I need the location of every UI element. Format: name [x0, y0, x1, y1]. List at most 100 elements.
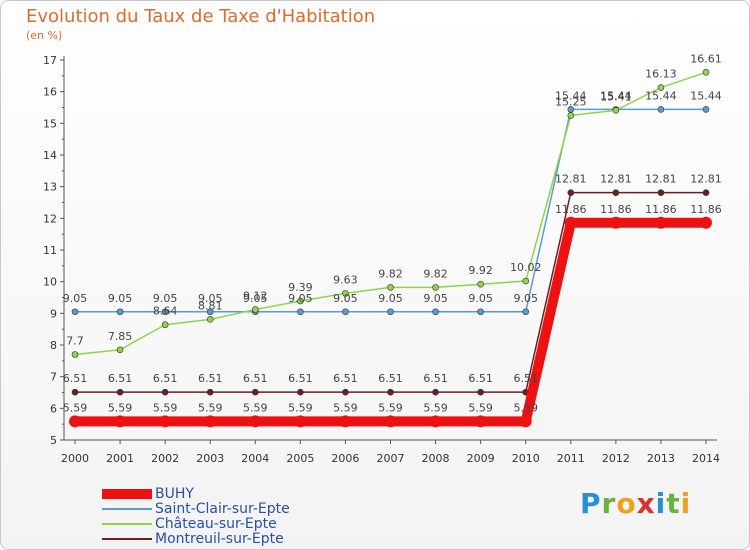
y-tick-label: 16 — [43, 86, 57, 99]
y-tick-label: 14 — [43, 149, 57, 162]
data-point — [297, 388, 304, 396]
data-point — [387, 284, 394, 291]
data-point — [429, 415, 442, 428]
data-label: 9.39 — [288, 281, 313, 294]
data-point — [654, 216, 667, 229]
data-point — [251, 388, 259, 396]
x-tick-label: 2002 — [151, 452, 179, 465]
data-label: 10.02 — [510, 261, 542, 274]
legend-swatch — [102, 488, 152, 499]
x-tick-label: 2010 — [512, 452, 540, 465]
x-tick-label: 2014 — [692, 452, 720, 465]
data-label: 6.51 — [243, 372, 268, 385]
legend-item: Château-sur-Epte — [102, 516, 277, 532]
data-point — [71, 388, 79, 396]
legend-label: Saint-Clair-sur-Epte — [155, 500, 290, 517]
data-label: 5.59 — [423, 401, 448, 414]
data-point — [432, 308, 439, 316]
logo-letter: x — [636, 487, 656, 520]
data-label: 9.82 — [378, 267, 403, 280]
data-point — [519, 415, 532, 428]
data-label: 5.59 — [288, 401, 313, 414]
data-point — [432, 284, 439, 291]
series-ch-teau-sur-epte — [71, 69, 710, 358]
data-label: 7.7 — [66, 335, 84, 348]
data-label: 5.59 — [108, 401, 133, 414]
data-point — [477, 280, 484, 288]
data-label: 9.05 — [288, 292, 313, 305]
series-buhy — [69, 216, 712, 428]
y-tick-label: 10 — [43, 276, 57, 289]
data-label: 15.41 — [600, 90, 632, 103]
data-point — [206, 388, 214, 396]
data-point — [161, 388, 169, 396]
data-point — [339, 415, 352, 428]
data-label: 9.05 — [153, 292, 178, 305]
data-label: 12.81 — [600, 173, 632, 186]
x-tick-label: 2005 — [286, 452, 314, 465]
x-tick-label: 2000 — [61, 452, 89, 465]
data-label: 12.81 — [690, 173, 722, 186]
x-tick-label: 2001 — [106, 452, 134, 465]
data-point — [251, 306, 259, 313]
data-label: 5.59 — [468, 401, 493, 414]
legend-swatch — [102, 522, 152, 525]
data-label: 11.86 — [690, 203, 722, 216]
data-label: 6.51 — [513, 372, 538, 385]
data-label: 15.44 — [600, 89, 632, 102]
data-point — [206, 308, 214, 316]
logo-letter: t — [666, 487, 681, 520]
data-label: 6.51 — [423, 372, 448, 385]
data-label: 9.05 — [423, 292, 448, 305]
data-point — [522, 308, 530, 316]
data-label: 9.05 — [198, 292, 223, 305]
data-point — [294, 415, 307, 428]
y-tick-label: 8 — [50, 339, 57, 352]
data-point — [159, 415, 172, 428]
data-label: 12.81 — [555, 173, 587, 186]
data-label: 9.05 — [378, 292, 403, 305]
data-point — [384, 415, 397, 428]
series-montreuil-sur-epte — [71, 189, 710, 396]
data-label: 6.51 — [63, 372, 88, 385]
data-point — [297, 297, 304, 305]
data-label: 6.51 — [378, 372, 403, 385]
data-label: 7.85 — [108, 330, 133, 343]
data-point — [702, 69, 710, 76]
data-label: 6.51 — [108, 372, 133, 385]
data-point — [657, 106, 665, 113]
data-point — [567, 189, 575, 196]
chart-title: Evolution du Taux de Taxe d'Habitation — [26, 6, 376, 27]
data-label: 15.44 — [690, 89, 722, 102]
proxiti-logo: Proxiti — [580, 487, 691, 520]
x-tick-label: 2011 — [557, 452, 585, 465]
x-tick-label: 2007 — [377, 452, 405, 465]
data-label: 11.86 — [555, 203, 587, 216]
x-tick-label: 2009 — [467, 452, 495, 465]
data-point — [249, 415, 262, 428]
y-tick-label: 6 — [50, 402, 57, 415]
data-label: 9.92 — [468, 264, 493, 277]
data-point — [342, 388, 349, 396]
data-label: 9.05 — [468, 292, 493, 305]
data-label: 11.86 — [600, 203, 632, 216]
y-tick-label: 9 — [50, 307, 57, 320]
data-label: 5.59 — [243, 401, 268, 414]
logo-letter: r — [601, 487, 617, 520]
data-point — [477, 308, 484, 316]
data-label: 6.51 — [333, 372, 358, 385]
data-point — [114, 415, 127, 428]
data-point — [116, 388, 124, 396]
data-point — [204, 415, 217, 428]
chart-subtitle: (en %) — [26, 29, 63, 42]
data-point — [206, 316, 214, 323]
y-tick-label: 11 — [43, 244, 57, 257]
legend-item: Montreuil-sur-Epte — [102, 531, 284, 547]
data-label: 9.12 — [243, 290, 268, 303]
data-label: 6.51 — [288, 372, 313, 385]
data-label: 15.44 — [555, 89, 587, 102]
data-point — [657, 84, 665, 91]
data-label: 5.59 — [333, 401, 358, 414]
data-label: 5.59 — [153, 401, 178, 414]
